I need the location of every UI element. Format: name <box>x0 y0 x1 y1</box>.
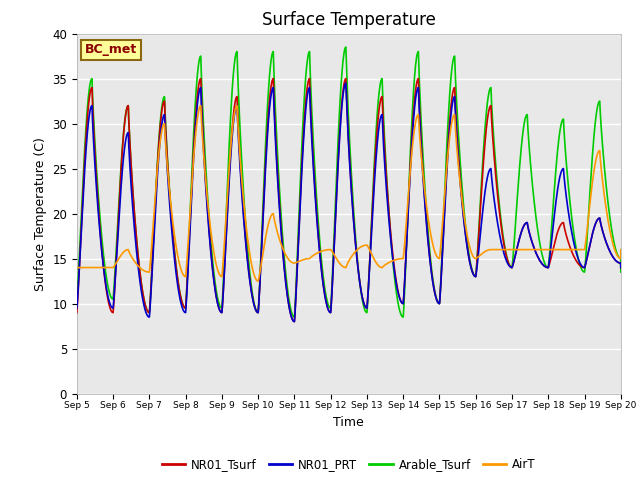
Text: BC_met: BC_met <box>85 43 137 56</box>
Title: Surface Temperature: Surface Temperature <box>262 11 436 29</box>
Legend: NR01_Tsurf, NR01_PRT, Arable_Tsurf, AirT: NR01_Tsurf, NR01_PRT, Arable_Tsurf, AirT <box>157 454 541 476</box>
X-axis label: Time: Time <box>333 416 364 429</box>
Y-axis label: Surface Temperature (C): Surface Temperature (C) <box>34 137 47 290</box>
